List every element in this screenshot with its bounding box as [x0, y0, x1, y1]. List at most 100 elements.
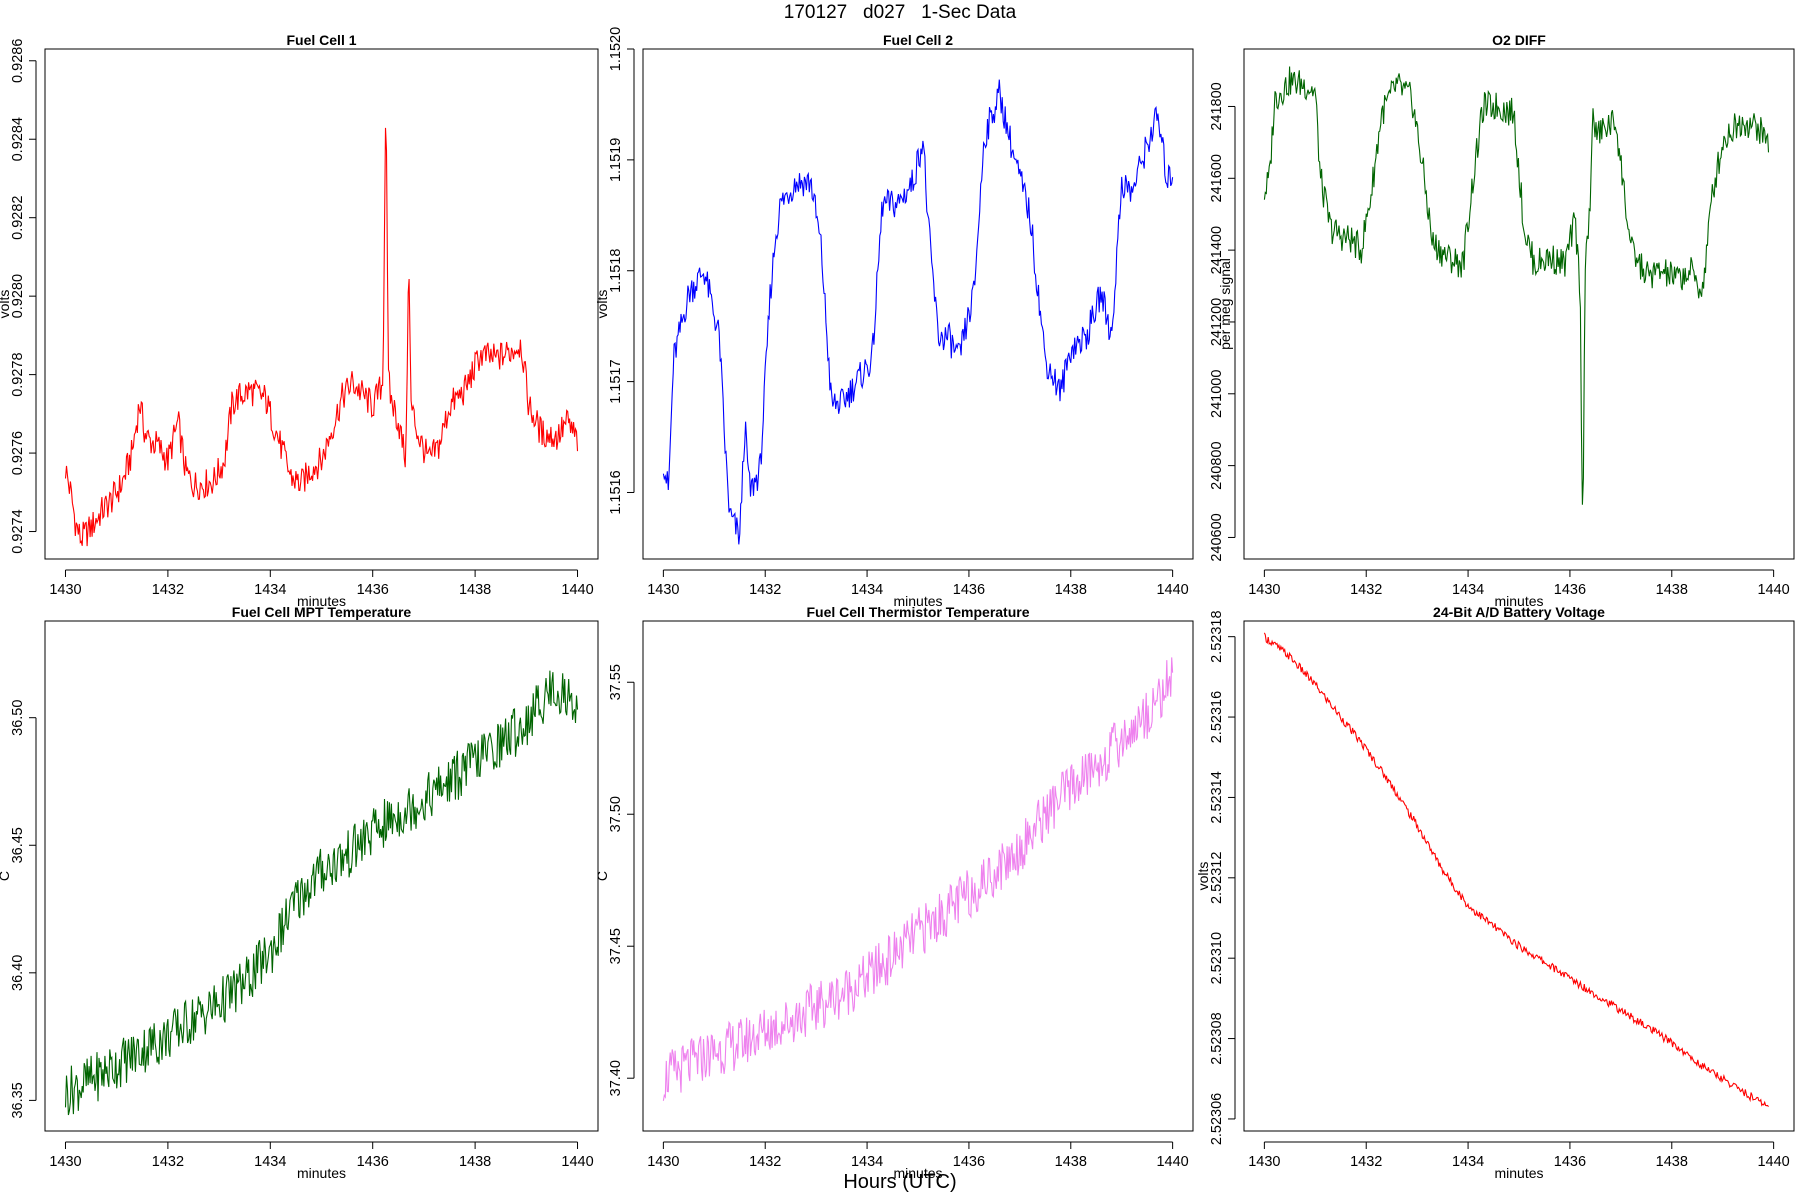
chart-panel-1: Fuel Cell 1 1430 1432 1434 1436 1438 1440 minut…	[0, 32, 599, 609]
x-tick-label: 1434	[254, 582, 286, 598]
y-tick-label: 37.55	[608, 664, 624, 700]
y-axis-label: per meg signal	[1217, 258, 1233, 350]
x-tick-label: 1434	[851, 1154, 883, 1170]
plot-frame	[44, 48, 599, 560]
plot-frame	[1243, 48, 1795, 560]
x-tick-label: 1438	[1656, 1154, 1688, 1170]
series-line	[662, 79, 1174, 545]
y-tick-label: 0.9280	[10, 274, 26, 318]
y-tick-label: 1.1518	[608, 249, 624, 293]
plot-frame	[1243, 620, 1795, 1132]
x-tick-label: 1432	[749, 1154, 781, 1170]
x-tick-label: 1432	[1350, 582, 1382, 598]
series-line	[1263, 66, 1770, 505]
chart-title: 24-Bit A/D Battery Voltage	[1433, 604, 1605, 620]
chart-title: Fuel Cell 1	[286, 32, 356, 48]
y-tick-label: 36.40	[10, 955, 26, 991]
x-tick-label: 1438	[1055, 1154, 1087, 1170]
y-tick-label: 241400	[1209, 226, 1225, 274]
y-tick-label: 240600	[1209, 513, 1225, 561]
x-tick-label: 1436	[953, 1154, 985, 1170]
x-tick-label: 1434	[851, 582, 883, 598]
y-tick-label: 1.1520	[608, 27, 624, 71]
plot-frame	[44, 620, 599, 1132]
x-axis-label: minutes	[1494, 593, 1543, 609]
x-tick-label: 1438	[459, 1154, 491, 1170]
y-tick-label: 241800	[1209, 82, 1225, 130]
y-tick-label: 241600	[1209, 154, 1225, 202]
x-tick-label: 1432	[152, 582, 184, 598]
x-tick-label: 1430	[1248, 582, 1280, 598]
y-tick-label: 36.45	[10, 827, 26, 863]
x-tick-label: 1436	[357, 1154, 389, 1170]
series-line	[64, 670, 579, 1116]
x-tick-label: 1432	[1350, 1154, 1382, 1170]
chart-panel-6: 24-Bit A/D Battery Voltage 1430 1432 1434 14…	[1195, 604, 1795, 1181]
y-tick-label: 2.52306	[1209, 1093, 1225, 1145]
x-axis-label: minutes	[893, 1165, 942, 1181]
x-tick-label: 1440	[561, 582, 593, 598]
chart-panel-5: Fuel Cell Thermistor Temperature 1430 1432…	[594, 604, 1194, 1181]
x-tick-label: 1438	[459, 582, 491, 598]
y-tick-label: 0.9282	[10, 196, 26, 240]
y-tick-label: 0.9276	[10, 431, 26, 475]
x-tick-label: 1440	[1757, 582, 1789, 598]
x-tick-label: 1436	[357, 582, 389, 598]
x-axis-label: minutes	[893, 593, 942, 609]
y-tick-label: 37.45	[608, 928, 624, 964]
y-tick-label: 2.52312	[1209, 852, 1225, 904]
y-tick-label: 241200	[1209, 298, 1225, 346]
chart-title: Fuel Cell 2	[883, 32, 953, 48]
x-tick-label: 1440	[1757, 1154, 1789, 1170]
chart-title: Fuel Cell MPT Temperature	[232, 604, 412, 620]
x-tick-label: 1434	[254, 1154, 286, 1170]
y-tick-label: 37.50	[608, 796, 624, 832]
chart-title: O2 DIFF	[1492, 32, 1546, 48]
x-tick-label: 1440	[561, 1154, 593, 1170]
y-tick-label: 36.50	[10, 700, 26, 736]
x-tick-label: 1438	[1055, 582, 1087, 598]
x-tick-label: 1430	[49, 1154, 81, 1170]
x-tick-label: 1430	[1248, 1154, 1280, 1170]
y-tick-label: 2.52316	[1209, 691, 1225, 743]
y-tick-label: 2.52314	[1209, 771, 1225, 823]
figure-x-label: Hours (UTC)	[843, 1171, 957, 1193]
y-tick-label: 36.35	[10, 1082, 26, 1118]
y-axis-label: volts	[1195, 862, 1211, 891]
y-axis-label: C	[0, 871, 12, 881]
x-tick-label: 1434	[1452, 582, 1484, 598]
y-axis-label: volts	[0, 290, 12, 319]
x-tick-label: 1436	[1554, 582, 1586, 598]
x-tick-label: 1440	[1156, 1154, 1188, 1170]
y-tick-label: 37.40	[608, 1060, 624, 1096]
y-tick-label: 2.52310	[1209, 932, 1225, 984]
series-line	[1263, 632, 1769, 1108]
plot-frame	[642, 620, 1194, 1132]
y-tick-label: 2.52308	[1209, 1012, 1225, 1064]
y-tick-label: 0.9284	[10, 117, 26, 161]
x-axis-label: minutes	[297, 1165, 346, 1181]
series-line	[662, 657, 1174, 1101]
series-line	[64, 127, 579, 547]
x-tick-label: 1436	[953, 582, 985, 598]
chart-panel-4: Fuel Cell MPT Temperature 1430 1432 1434 143…	[0, 604, 599, 1181]
y-tick-label: 240800	[1209, 441, 1225, 489]
y-tick-label: 241000	[1209, 370, 1225, 418]
x-tick-label: 1440	[1156, 582, 1188, 598]
y-axis-label: C	[594, 871, 610, 881]
x-tick-label: 1430	[647, 582, 679, 598]
x-tick-label: 1432	[749, 582, 781, 598]
y-tick-label: 2.52318	[1209, 610, 1225, 662]
x-tick-label: 1430	[49, 582, 81, 598]
y-tick-label: 1.1517	[608, 359, 624, 403]
y-axis-label: volts	[594, 290, 610, 319]
figure-title: 170127 d027 1-Sec Data	[783, 2, 1017, 23]
x-tick-label: 1430	[647, 1154, 679, 1170]
y-tick-label: 0.9278	[10, 352, 26, 396]
y-tick-label: 0.9274	[10, 509, 26, 553]
x-tick-label: 1432	[152, 1154, 184, 1170]
y-tick-label: 1.1519	[608, 138, 624, 182]
plot-frame	[642, 48, 1194, 560]
x-tick-label: 1438	[1656, 582, 1688, 598]
